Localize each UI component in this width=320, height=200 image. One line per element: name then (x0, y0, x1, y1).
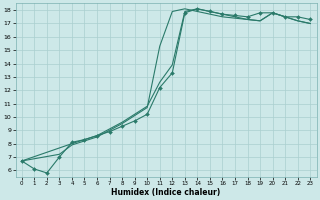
X-axis label: Humidex (Indice chaleur): Humidex (Indice chaleur) (111, 188, 221, 197)
